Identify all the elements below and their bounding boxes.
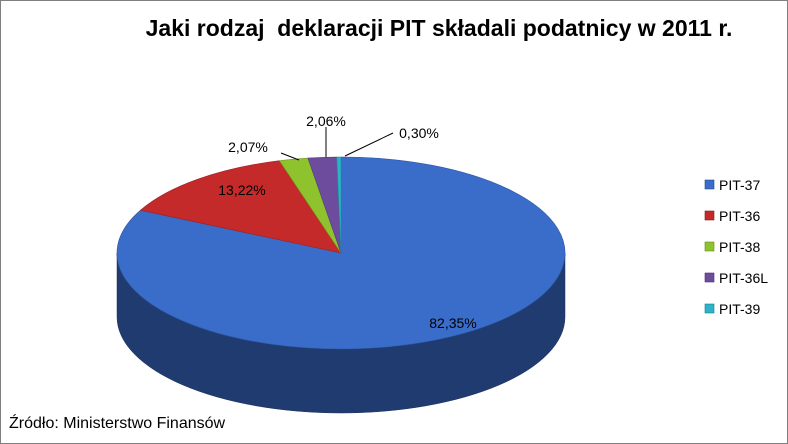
data-label-pit-39: 0,30%	[399, 125, 439, 141]
data-label-pit-36: 13,22%	[218, 182, 265, 198]
legend-swatch-pit-37	[704, 179, 715, 190]
legend-label-pit-36l: PIT-36L	[719, 270, 768, 286]
pie-top	[116, 156, 566, 350]
legend-swatch-pit-38	[704, 241, 715, 252]
pie-slice-pit-39	[336, 156, 342, 254]
legend-label-pit-36: PIT-36	[719, 208, 760, 224]
leader-line-pit-38	[280, 152, 300, 161]
pie-slice-pit-36	[139, 160, 342, 254]
data-label-pit-37: 82,35%	[429, 315, 476, 331]
source-note: Źródło: Ministerstwo Finansów	[9, 415, 226, 432]
legend-label-pit-39: PIT-39	[719, 301, 760, 317]
legend-label-pit-37: PIT-37	[719, 177, 760, 193]
legend: PIT-37 PIT-36 PIT-38 PIT-36L PIT-39	[704, 177, 768, 317]
legend-label-pit-38: PIT-38	[719, 239, 760, 255]
legend-swatch-pit-39	[704, 303, 715, 314]
legend-swatch-pit-36	[704, 210, 715, 221]
chart-title: Jaki rodzaj deklaracji PIT składali poda…	[145, 15, 733, 41]
leader-line-pit-39	[344, 132, 394, 157]
data-label-pit-36l: 2,06%	[306, 113, 346, 129]
legend-swatch-pit-36l	[704, 272, 715, 283]
data-label-pit-38: 2,07%	[228, 139, 268, 155]
